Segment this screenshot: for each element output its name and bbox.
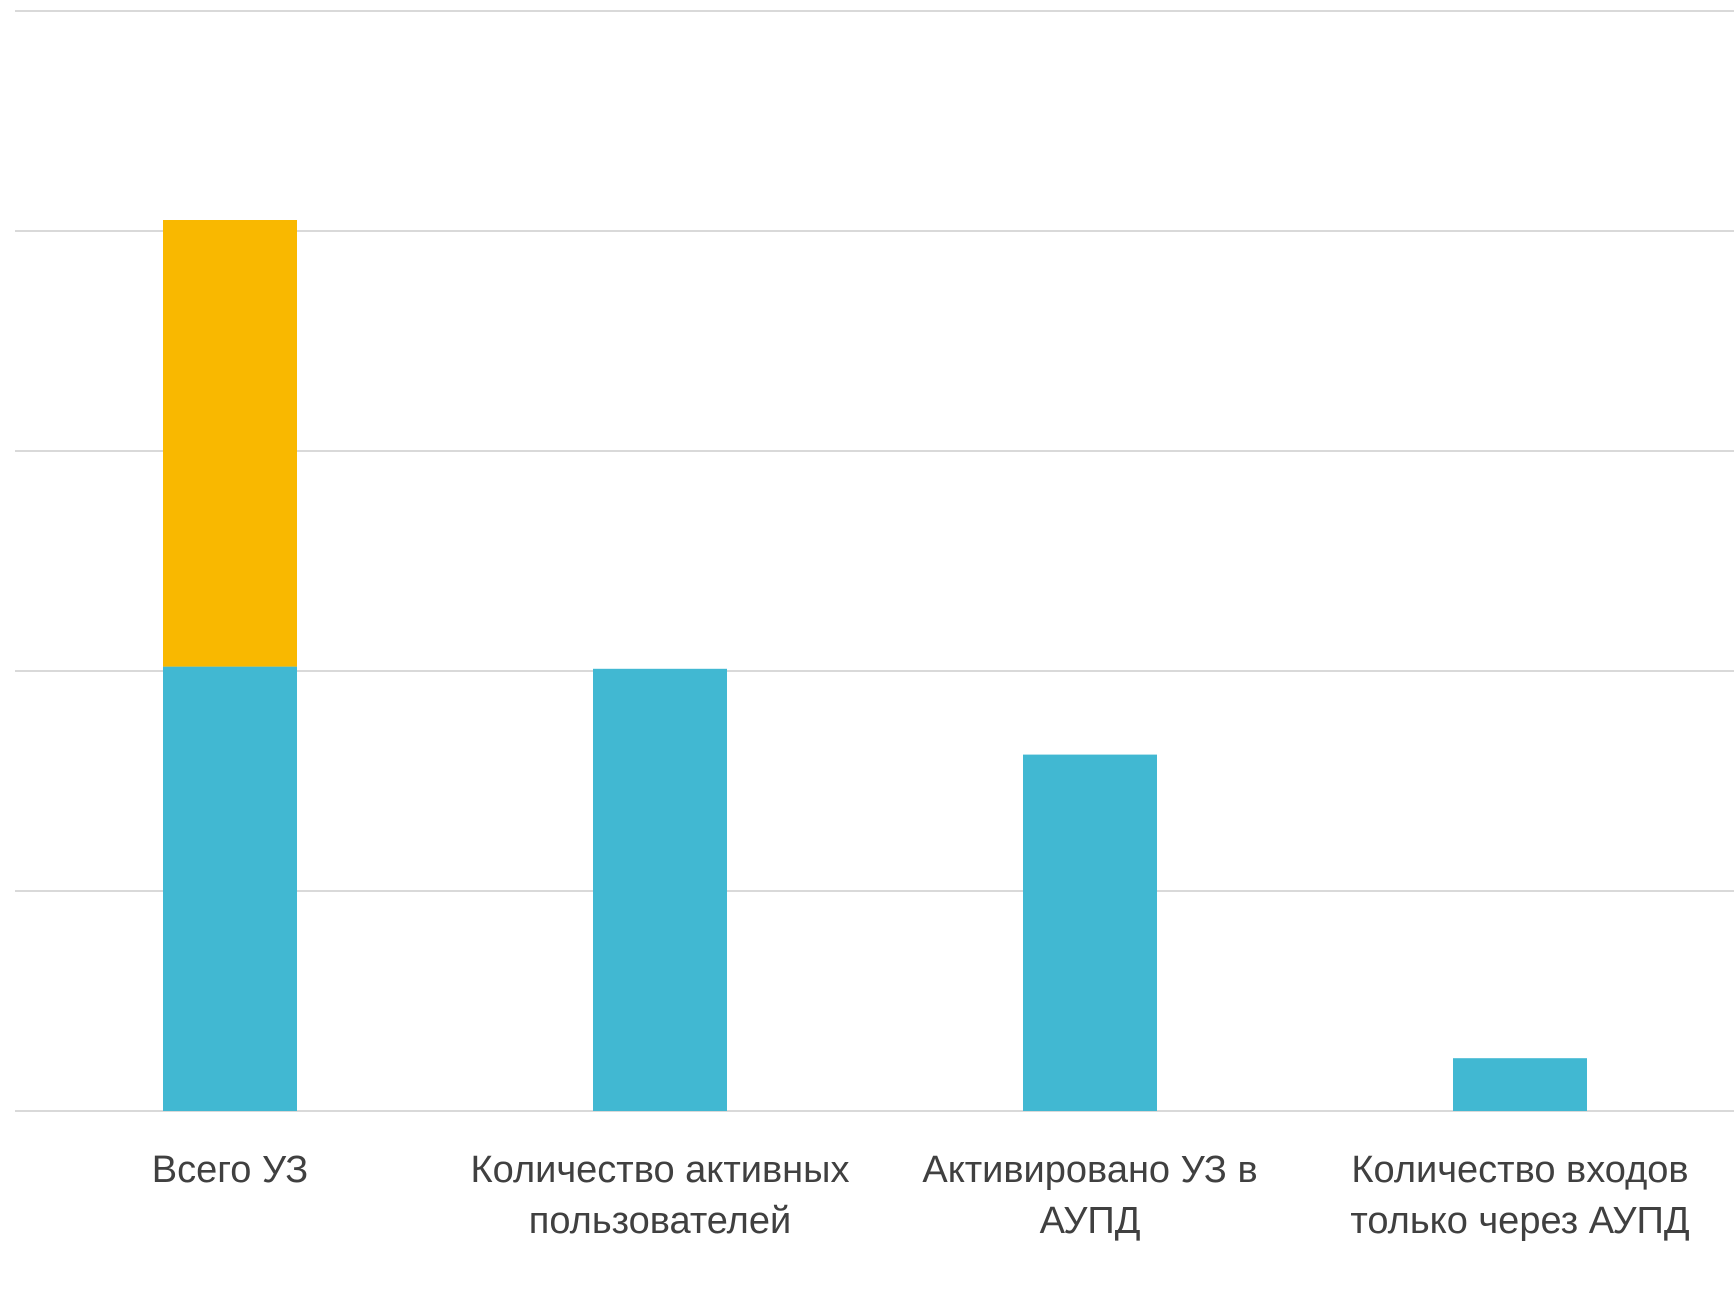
bar-segment bbox=[163, 666, 297, 1111]
bar-segment bbox=[593, 668, 727, 1111]
x-tick-label: Количество активных пользователей bbox=[470, 1149, 850, 1242]
x-tick-label: Всего УЗ bbox=[151, 1149, 309, 1191]
bar-segment bbox=[1023, 754, 1157, 1111]
bar-segment bbox=[1453, 1058, 1587, 1111]
bar-segment bbox=[163, 220, 297, 667]
x-tick-label: Активировано УЗ в АУПД bbox=[922, 1149, 1258, 1242]
x-tick-label: Количество входов только через АУПД bbox=[1350, 1149, 1690, 1242]
